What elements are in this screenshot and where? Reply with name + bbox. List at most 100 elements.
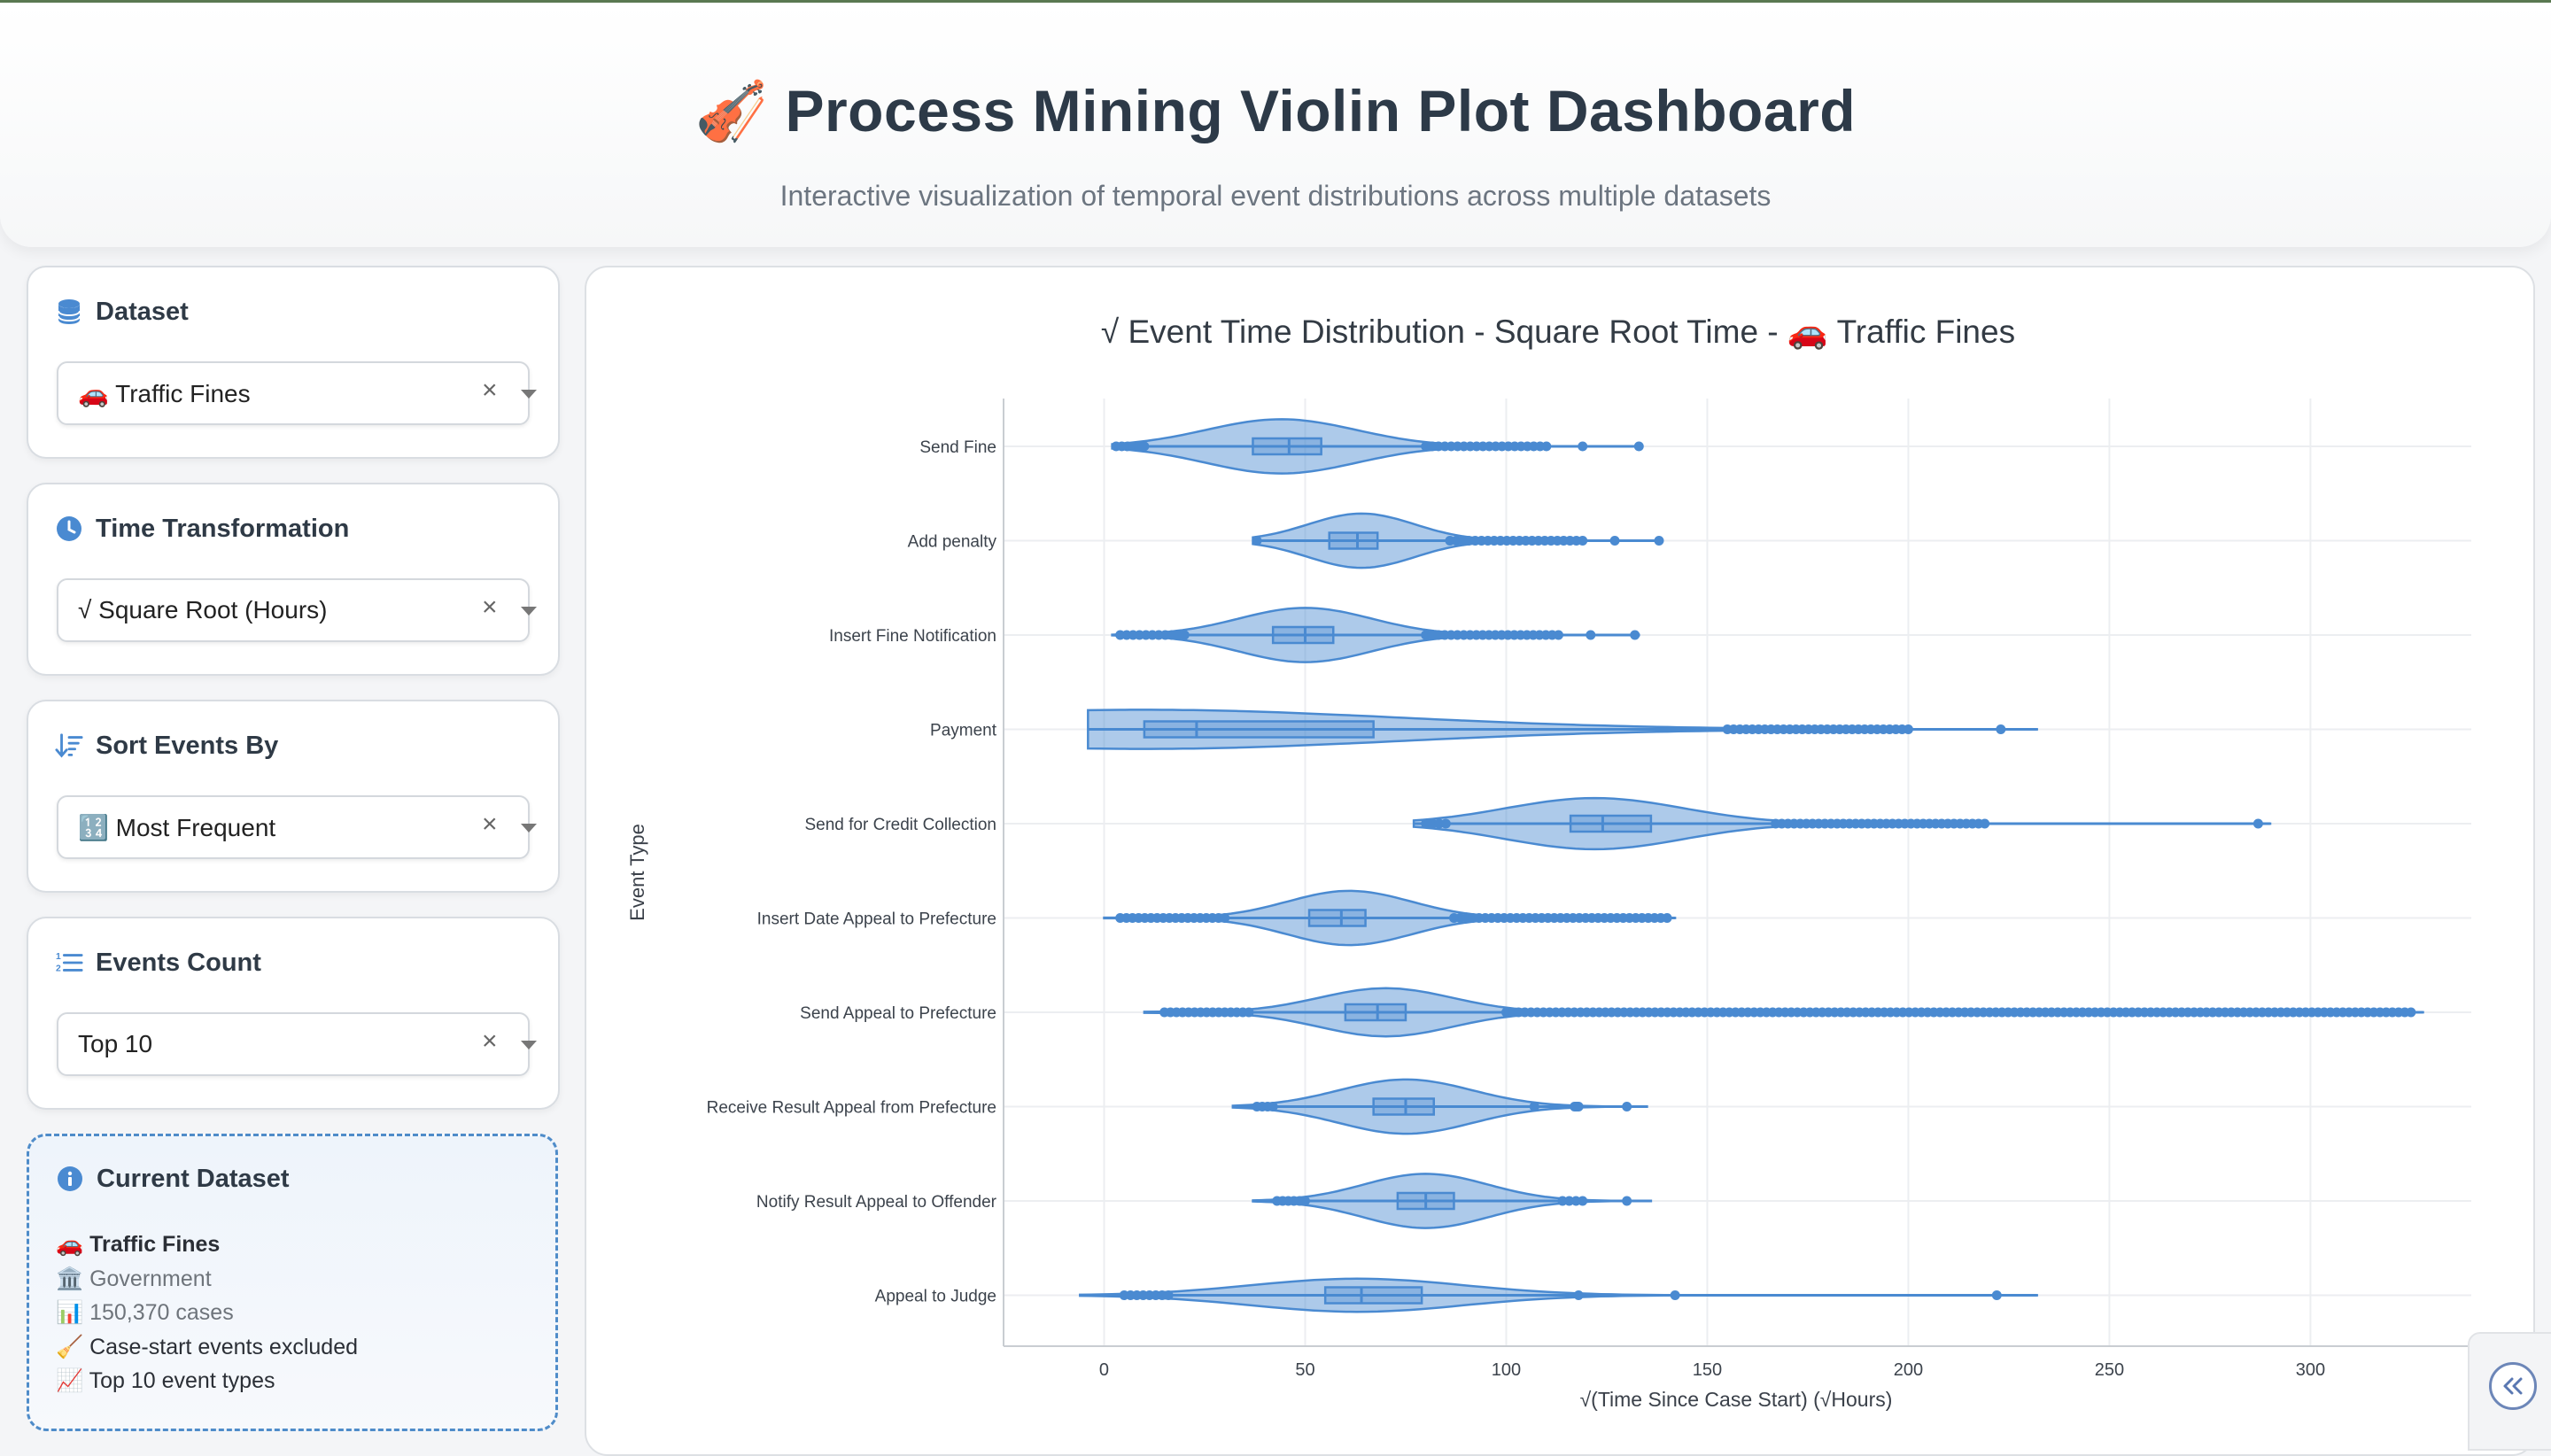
outlier-point: [1220, 913, 1230, 923]
violin-chart[interactable]: 0 50 100 150 200 250 300 Send Fine Add penalty In…: [585, 381, 2532, 1426]
outlier-point: [1440, 818, 1451, 829]
database-icon: [55, 298, 83, 326]
outlier-point: [1541, 441, 1552, 452]
chart-title: √ Event Time Distribution - Square Root …: [1100, 314, 2016, 350]
outlier-point: [1244, 1007, 1254, 1018]
current-dataset-header: Current Dataset: [56, 1161, 290, 1197]
dataset-clear-icon[interactable]: ×: [482, 376, 498, 405]
outlier-point: [1573, 1290, 1584, 1300]
time-transformation-label: Time Transformation: [96, 514, 350, 543]
chart-grid: [1004, 399, 2471, 1346]
violin-box: [1328, 531, 1379, 550]
x-axis-title: √(Time Since Case Start) (√Hours): [1580, 1388, 1893, 1411]
outlier-point: [1553, 630, 1563, 640]
time-transformation-select[interactable]: √ Square Root (Hours) ×: [57, 578, 537, 642]
dataset-card: Dataset 🚗 Traffic Fines ×: [27, 266, 560, 459]
chart-panel: [585, 266, 2535, 1456]
y-tick-label: Insert Fine Notification: [829, 627, 996, 646]
events-count-select[interactable]: Top 10 ×: [57, 1012, 537, 1076]
outlier-point: [1570, 1196, 1581, 1206]
current-dataset-panel: Current Dataset 🚗 Traffic Fines 🏛️ Gover…: [27, 1134, 558, 1431]
violin-box: [1323, 1286, 1423, 1305]
outlier-point: [1578, 536, 1588, 546]
current-dataset-name: 🚗 Traffic Fines: [56, 1232, 221, 1257]
violin-body: [1087, 709, 2038, 750]
svg-text:1: 1: [56, 952, 61, 962]
current-dataset-event-types: 📈 Top 10 event types: [56, 1368, 275, 1393]
outlier-point: [1139, 441, 1150, 452]
violin-body: [1079, 1277, 2038, 1313]
collapse-toggle-button[interactable]: [2489, 1362, 2537, 1410]
outlier-point: [1622, 1196, 1632, 1206]
outlier-point: [1434, 818, 1445, 829]
outlier-point: [1163, 1290, 1174, 1300]
time-transformation-value: √ Square Root (Hours): [78, 596, 328, 623]
events-count-label: Events Count: [96, 948, 261, 977]
time-transformation-header: Time Transformation: [55, 511, 349, 546]
events-count-clear-icon[interactable]: ×: [482, 1026, 498, 1056]
outlier-point: [1662, 913, 1672, 923]
time-transformation-clear-icon[interactable]: ×: [482, 592, 498, 622]
violin-body: [1111, 418, 1640, 475]
outlier-point: [1179, 630, 1190, 640]
sort-events-header: Sort Events By: [55, 728, 278, 763]
x-tick-label: 50: [1295, 1360, 1314, 1380]
outlier-point: [1622, 1102, 1632, 1111]
violin-9: [1079, 1277, 2038, 1313]
chart-axes: 0 50 100 150 200 250 300 Send Fine Add penalty In…: [707, 399, 2471, 1380]
violin-box: [1307, 909, 1367, 927]
clock-icon: [55, 515, 83, 543]
violin-0: [1111, 418, 1644, 475]
current-dataset-domain: 🏛️ Government: [56, 1266, 212, 1291]
outlier-point: [1996, 724, 2006, 734]
violin-1: [1252, 512, 1664, 569]
outlier-point: [2406, 1007, 2416, 1018]
x-tick-label: 150: [1693, 1360, 1722, 1380]
dataset-select-value: 🚗 Traffic Fines: [78, 380, 251, 407]
x-tick-label: 250: [2095, 1360, 2124, 1380]
sort-events-clear-icon[interactable]: ×: [482, 809, 498, 839]
violin-7: [1231, 1078, 1648, 1135]
outlier-point: [1670, 1290, 1680, 1300]
outlier-point: [1980, 818, 1990, 829]
sort-events-select[interactable]: 🔢 Most Frequent ×: [57, 795, 537, 859]
sort-events-label: Sort Events By: [96, 731, 279, 760]
current-dataset-title: Current Dataset: [97, 1164, 290, 1193]
violin-3: [1087, 709, 2038, 750]
x-tick-label: 0: [1099, 1360, 1109, 1380]
outlier-point: [1299, 1196, 1310, 1206]
dataset-select[interactable]: 🚗 Traffic Fines ×: [57, 361, 537, 425]
outlier-point: [1421, 818, 1431, 829]
sort-icon: [55, 732, 83, 760]
page-title: 🎻 Process Mining Violin Plot Dashboard: [0, 77, 2551, 146]
current-dataset-exclusion: 🧹 Case-start events excluded: [56, 1335, 359, 1359]
outlier-point: [2252, 818, 2263, 829]
violin-body: [1103, 889, 1677, 947]
page-header: 🎻 Process Mining Violin Plot Dashboard I…: [0, 3, 2551, 247]
outlier-point: [1630, 630, 1640, 640]
violin-icon: 🎻: [694, 78, 769, 143]
sort-events-chevron-down-icon[interactable]: [521, 824, 537, 833]
x-tick-label: 100: [1492, 1360, 1521, 1380]
events-count-chevron-down-icon[interactable]: [521, 1041, 537, 1049]
violin-box: [1344, 1003, 1407, 1022]
chart-marks: [1079, 418, 2424, 1313]
events-count-value: Top 10: [78, 1030, 153, 1057]
outlier-point: [1578, 441, 1588, 452]
time-transformation-chevron-down-icon[interactable]: [521, 607, 537, 616]
y-tick-label: Appeal to Judge: [875, 1288, 996, 1306]
time-transformation-card: Time Transformation √ Square Root (Hours…: [27, 483, 560, 676]
y-axis-title: Event Type: [626, 824, 648, 921]
y-tick-label: Payment: [930, 722, 997, 740]
page-title-text: Process Mining Violin Plot Dashboard: [785, 78, 1857, 143]
outlier-point: [1578, 1196, 1588, 1206]
y-tick-label: Receive Result Appeal from Prefecture: [707, 1099, 996, 1118]
outlier-point: [1268, 1102, 1278, 1111]
dataset-label: Dataset: [96, 297, 189, 326]
y-tick-label: Send Appeal to Prefecture: [800, 1004, 996, 1023]
dataset-chevron-down-icon[interactable]: [521, 390, 537, 399]
page-subtitle: Interactive visualization of temporal ev…: [779, 180, 1772, 212]
info-icon: [56, 1165, 84, 1193]
